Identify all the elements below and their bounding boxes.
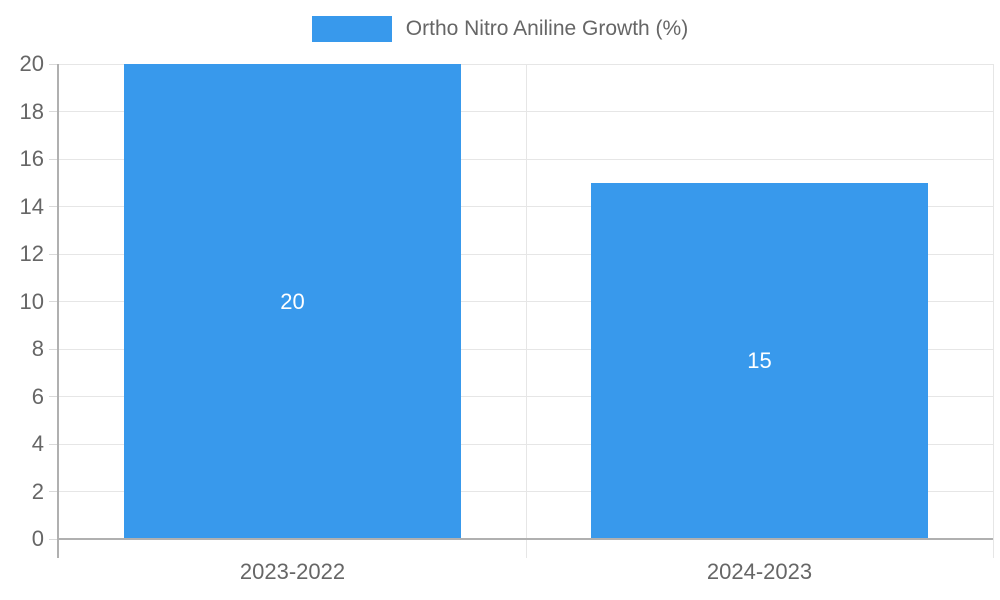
- legend[interactable]: Ortho Nitro Aniline Growth (%): [0, 16, 1000, 42]
- y-axis-label: 12: [19, 241, 44, 266]
- y-axis-line: [57, 64, 59, 558]
- y-axis-label: 20: [19, 51, 44, 76]
- y-axis-label: 4: [31, 431, 44, 456]
- bar-value-label: 20: [280, 288, 305, 314]
- y-tick: [49, 253, 57, 255]
- y-tick: [49, 63, 57, 65]
- y-tick: [49, 111, 57, 112]
- y-tick: [49, 158, 57, 160]
- x-axis-label: 2023-2022: [239, 559, 346, 584]
- bar[interactable]: [591, 182, 928, 539]
- y-axis-label: 10: [19, 288, 44, 314]
- y-axis-label: 18: [19, 98, 44, 124]
- bar-value-label: 15: [747, 347, 772, 373]
- y-axis-label: 2: [31, 478, 44, 504]
- y-tick: [49, 396, 57, 397]
- y-tick: [49, 206, 57, 207]
- x-axis-label: 2024-2023: [706, 559, 813, 584]
- legend-label: Ortho Nitro Aniline Growth (%): [405, 17, 689, 40]
- y-tick: [49, 301, 57, 302]
- bar[interactable]: [124, 64, 461, 539]
- category-gridline: [992, 64, 994, 558]
- y-tick: [49, 538, 57, 540]
- y-axis-label: 0: [31, 526, 44, 551]
- y-axis-label: 14: [19, 193, 44, 219]
- x-axis-line: [59, 538, 993, 540]
- legend-swatch: [311, 16, 392, 42]
- y-tick: [49, 348, 57, 350]
- y-axis-label: 8: [31, 336, 44, 361]
- y-tick: [49, 491, 57, 492]
- category-gridline: [525, 64, 527, 558]
- y-axis-label: 16: [19, 146, 44, 171]
- y-axis-label: 6: [31, 383, 44, 409]
- y-tick: [49, 443, 57, 445]
